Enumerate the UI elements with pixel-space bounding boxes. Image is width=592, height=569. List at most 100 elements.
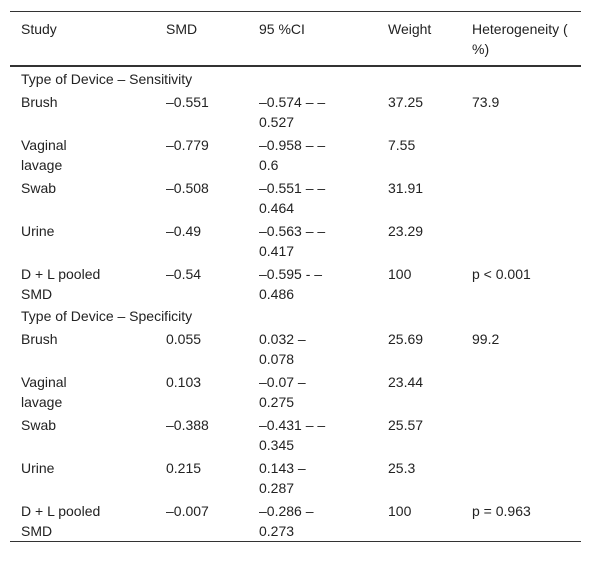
cell-text: –0.574 – –0.527 [259, 94, 326, 130]
cell-text: 73.9 [472, 94, 500, 110]
data-cell [461, 412, 581, 455]
cell-text: –0.431 – –0.345 [259, 417, 326, 453]
cell-text: –0.286 – 0.273 [259, 503, 314, 539]
cell-text: Vaginal lavage [21, 374, 67, 410]
cell-text: 0.055 [166, 331, 202, 347]
section-title: Type of Device – Specificity [21, 308, 193, 324]
data-cell: –0.49 [155, 218, 248, 261]
cell-text: –0.779 [166, 137, 209, 153]
data-cell: –0.54 [155, 261, 248, 304]
cell-text: –0.54 [166, 266, 202, 282]
data-cell: Swab [10, 175, 155, 218]
cell-text: 95 %CI [259, 21, 305, 37]
data-cell: 0.103 [155, 369, 248, 412]
cell-text: 100 [388, 266, 412, 282]
data-cell: 100 [377, 498, 461, 542]
data-cell: –0.574 – –0.527 [248, 89, 377, 132]
cell-text: –0.49 [166, 223, 202, 239]
data-cell: 0.143 – 0.287 [248, 455, 377, 498]
data-cell: 0.032 – 0.078 [248, 326, 377, 369]
data-cell: 23.29 [377, 218, 461, 261]
section-title: Type of Device – Sensitivity [21, 71, 193, 87]
cell-text: 100 [388, 503, 412, 519]
cell-text: 0.103 [166, 374, 202, 390]
header-row: Study SMD 95 %CI Weight Heterogeneity ( %) [10, 11, 581, 67]
cell-text: –0.07 – 0.275 [259, 374, 306, 410]
data-row: Brush 0.055 0.032 – 0.078 25.69 99.2 [10, 326, 581, 369]
header-cell: SMD [155, 12, 248, 67]
header-cell: Weight [377, 12, 461, 67]
cell-text: p = 0.963 [472, 503, 531, 519]
data-cell: Brush [10, 326, 155, 369]
cell-text: Urine [21, 223, 55, 239]
data-cell [461, 455, 581, 498]
cell-text: 0.215 [166, 460, 202, 476]
data-table: Study SMD 95 %CI Weight Heterogeneity ( %) T… [10, 11, 581, 542]
cell-text: –0.551 [166, 94, 209, 110]
data-cell: –0.551 – –0.464 [248, 175, 377, 218]
cell-text: SMD [166, 21, 198, 37]
data-row: Swab –0.388 –0.431 – –0.345 25.57 [10, 412, 581, 455]
data-cell: p = 0.963 [461, 498, 581, 542]
data-row: Swab –0.508 –0.551 – –0.464 31.91 [10, 175, 581, 218]
cell-text: 23.44 [388, 374, 424, 390]
data-cell [461, 175, 581, 218]
data-cell: –0.07 – 0.275 [248, 369, 377, 412]
cell-text: Urine [21, 460, 55, 476]
cell-text: –0.388 [166, 417, 209, 433]
data-cell: –0.431 – –0.345 [248, 412, 377, 455]
section-row: Type of Device – Specificity [10, 304, 581, 326]
data-cell: Brush [10, 89, 155, 132]
cell-text: 7.55 [388, 137, 416, 153]
data-cell: 25.3 [377, 455, 461, 498]
data-cell: D + L pooled SMD [10, 261, 155, 304]
data-row: Vaginal lavage –0.779 –0.958 – –0.6 7.55 [10, 132, 581, 175]
cell-text: Vaginal lavage [21, 137, 67, 173]
cell-text: 25.3 [388, 460, 416, 476]
cell-text: Heterogeneity ( %) [472, 21, 568, 57]
cell-text: –0.007 [166, 503, 209, 519]
table-body: Type of Device – Sensitivity Brush –0.551 –… [10, 66, 581, 542]
data-cell: –0.286 – 0.273 [248, 498, 377, 542]
data-cell: 25.57 [377, 412, 461, 455]
cell-text: 31.91 [388, 180, 424, 196]
header-cell: Study [10, 12, 155, 67]
cell-text: Weight [388, 21, 432, 37]
data-cell: –0.563 – –0.417 [248, 218, 377, 261]
table-header: Study SMD 95 %CI Weight Heterogeneity ( %) [10, 11, 581, 67]
cell-text: Brush [21, 94, 58, 110]
data-cell: 31.91 [377, 175, 461, 218]
cell-text: 0.143 – 0.287 [259, 460, 306, 496]
cell-text: –0.563 – –0.417 [259, 223, 326, 259]
data-cell: –0.551 [155, 89, 248, 132]
data-cell: 99.2 [461, 326, 581, 369]
data-cell: 37.25 [377, 89, 461, 132]
data-cell: Vaginal lavage [10, 132, 155, 175]
data-cell: –0.595 - –0.486 [248, 261, 377, 304]
cell-text: 37.25 [388, 94, 424, 110]
cell-text: p < 0.001 [472, 266, 531, 282]
cell-text: –0.508 [166, 180, 209, 196]
cell-text: –0.595 - –0.486 [259, 266, 323, 302]
cell-text: 99.2 [472, 331, 500, 347]
data-row: Urine 0.215 0.143 – 0.287 25.3 [10, 455, 581, 498]
data-row: Brush –0.551 –0.574 – –0.527 37.25 73.9 [10, 89, 581, 132]
cell-text: 23.29 [388, 223, 424, 239]
data-cell: 7.55 [377, 132, 461, 175]
data-cell: 73.9 [461, 89, 581, 132]
data-cell: 0.055 [155, 326, 248, 369]
data-cell: p < 0.001 [461, 261, 581, 304]
data-cell: Vaginal lavage [10, 369, 155, 412]
cell-text: Brush [21, 331, 58, 347]
cell-text: 0.032 – 0.078 [259, 331, 306, 367]
cell-text: –0.551 – –0.464 [259, 180, 326, 216]
data-cell: D + L pooled SMD [10, 498, 155, 542]
data-cell: –0.508 [155, 175, 248, 218]
cell-text: D + L pooled SMD [21, 503, 101, 539]
data-cell [461, 218, 581, 261]
data-cell: 0.215 [155, 455, 248, 498]
data-row: Vaginal lavage 0.103 –0.07 – 0.275 23.44 [10, 369, 581, 412]
data-row: D + L pooled SMD –0.007 –0.286 – 0.273 100 p… [10, 498, 581, 542]
cell-text: 25.57 [388, 417, 424, 433]
